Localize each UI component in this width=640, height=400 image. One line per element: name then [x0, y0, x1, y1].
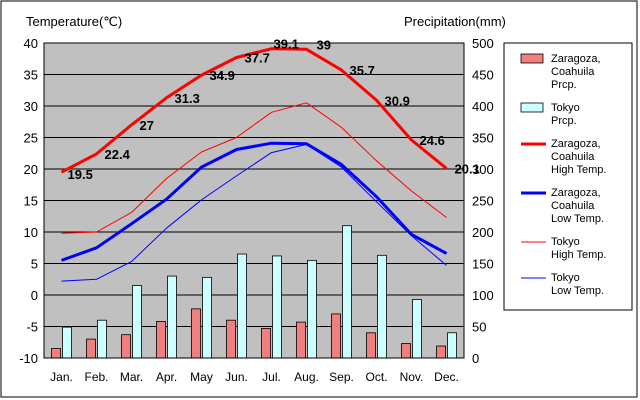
x-tick-label: Mar. — [120, 370, 143, 384]
precip-bar — [401, 343, 411, 359]
x-tick-label: Sep. — [329, 370, 354, 384]
precip-bar — [226, 319, 236, 359]
data-label: 39 — [317, 37, 331, 52]
x-tick-label: Feb. — [84, 370, 108, 384]
right-tick-label: 200 — [472, 225, 494, 240]
precip-bar — [366, 332, 376, 359]
legend-label: Low Temp. — [551, 213, 604, 225]
data-label: 24.6 — [420, 133, 445, 148]
right-tick-label: 400 — [472, 99, 494, 114]
precip-bar — [272, 255, 282, 359]
legend-label: Coahuila — [551, 200, 595, 212]
legend-swatch — [520, 102, 544, 113]
precip-bar — [167, 275, 177, 359]
precip-bar — [261, 327, 271, 359]
left-tick-label: 5 — [31, 257, 38, 272]
left-tick-label: 35 — [24, 68, 38, 83]
left-axis-label: Temperature(℃) — [26, 14, 122, 29]
left-tick-label: 20 — [24, 162, 38, 177]
legend-label: Zaragoza, — [551, 138, 601, 150]
right-tick-label: 350 — [472, 131, 494, 146]
x-tick-label: Jun. — [225, 370, 248, 384]
precip-bar — [447, 332, 457, 359]
legend-label: Tokyo — [551, 236, 580, 248]
legend-label: Prcp. — [551, 115, 577, 127]
precip-bar — [377, 254, 387, 359]
data-label: 19.5 — [68, 167, 93, 182]
legend-label: Tokyo — [551, 272, 580, 284]
precip-bar — [296, 321, 306, 359]
x-tick-label: May — [190, 370, 213, 384]
legend-label: High Temp. — [551, 249, 606, 261]
precip-bar — [156, 321, 166, 359]
precip-bar — [97, 319, 107, 359]
precip-bar — [51, 348, 61, 359]
legend-label: Low Temp. — [551, 285, 604, 297]
left-tick-label: 0 — [31, 288, 38, 303]
right-tick-label: 450 — [472, 68, 494, 83]
precip-bar — [202, 276, 212, 359]
left-tick-label: 15 — [24, 194, 38, 209]
right-tick-label: 150 — [472, 257, 494, 272]
precip-bar — [436, 345, 446, 359]
precip-bar — [331, 313, 341, 359]
data-label: 39.1 — [274, 37, 299, 52]
data-label: 30.9 — [385, 93, 410, 108]
right-tick-label: 300 — [472, 162, 494, 177]
legend-label: Zaragoza, — [551, 187, 601, 199]
precip-bar — [121, 334, 131, 359]
precip-bar — [342, 225, 352, 359]
data-label: 27 — [140, 118, 154, 133]
x-tick-label: Aug. — [294, 370, 319, 384]
x-tick-label: Apr. — [156, 370, 177, 384]
right-tick-label: 100 — [472, 288, 494, 303]
left-tick-label: 10 — [24, 225, 38, 240]
data-label: 34.9 — [210, 68, 235, 83]
legend-swatch — [520, 53, 544, 64]
left-tick-label: 40 — [24, 36, 38, 51]
plot-border — [43, 42, 465, 359]
precip-bar — [191, 308, 201, 359]
data-label: 22.4 — [105, 147, 131, 162]
left-tick-label: -5 — [26, 320, 38, 335]
legend-box — [503, 42, 633, 311]
right-tick-label: 500 — [472, 36, 494, 51]
x-tick-label: Oct. — [365, 370, 387, 384]
legend-label: Coahuila — [551, 66, 595, 78]
x-tick-label: Jan. — [50, 370, 73, 384]
temp-line — [60, 141, 448, 262]
temp-line — [61, 102, 447, 234]
temp-line — [61, 143, 447, 282]
x-tick-label: Jul. — [262, 370, 281, 384]
precip-bar — [132, 285, 142, 359]
left-tick-label: -10 — [19, 351, 38, 366]
legend-label: Tokyo — [551, 102, 580, 114]
right-axis-label: Precipitation(mm) — [404, 14, 506, 29]
legend-label: Coahuila — [551, 151, 595, 163]
precip-bar — [237, 253, 247, 359]
data-label: 37.7 — [245, 50, 270, 65]
data-label: 35.7 — [350, 63, 375, 78]
temp-line — [60, 47, 448, 174]
legend-label: Prcp. — [551, 79, 577, 91]
precip-bar — [412, 299, 422, 359]
right-tick-label: 50 — [472, 320, 486, 335]
right-tick-label: 250 — [472, 194, 494, 209]
left-tick-label: 25 — [24, 131, 38, 146]
precip-bar — [62, 326, 72, 359]
x-tick-label: Dec. — [434, 370, 459, 384]
precip-bar — [86, 338, 96, 359]
legend-label: Zaragoza, — [551, 53, 601, 65]
x-tick-label: Nov. — [400, 370, 424, 384]
precip-bar — [307, 259, 317, 359]
legend-label: High Temp. — [551, 164, 606, 176]
left-tick-label: 30 — [24, 99, 38, 114]
right-tick-label: 0 — [472, 351, 479, 366]
data-label: 31.3 — [175, 91, 200, 106]
data-label: 20.1 — [455, 161, 480, 176]
